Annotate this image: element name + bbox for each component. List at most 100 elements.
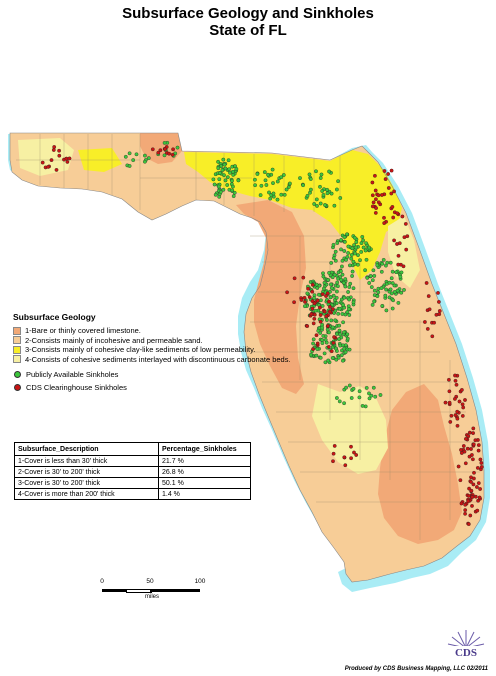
- sinkhole-point: [275, 179, 280, 184]
- sinkhole-point: [345, 336, 350, 341]
- sinkhole-point: [342, 455, 347, 460]
- sinkhole-point: [318, 355, 323, 360]
- sinkhole-point: [387, 280, 392, 285]
- table-header: Percentage_Sinkholes: [158, 442, 251, 456]
- sinkhole-point: [468, 513, 473, 518]
- sinkhole-point: [467, 486, 471, 491]
- legend-item-zone2: 2-Consists mainly of incohesive and perm…: [13, 336, 313, 346]
- sinkhole-point: [223, 166, 228, 171]
- sinkhole-point: [383, 293, 388, 298]
- sinkhole-point: [396, 253, 401, 258]
- sinkhole-point: [211, 177, 216, 182]
- sinkhole-point: [331, 459, 335, 464]
- sinkhole-point: [335, 289, 339, 294]
- sinkhole-point: [307, 172, 312, 177]
- sinkhole-point: [171, 147, 175, 152]
- sinkhole-point: [315, 347, 320, 351]
- sinkhole-point: [390, 281, 395, 285]
- sinkhole-point: [476, 498, 480, 503]
- sinkhole-point: [437, 300, 441, 304]
- sinkhole-point: [156, 150, 161, 155]
- sinkhole-point: [318, 184, 322, 189]
- sinkhole-point: [344, 385, 348, 390]
- sinkhole-point: [359, 241, 364, 245]
- sinkhole-point: [333, 249, 338, 254]
- sinkhole-point: [469, 447, 473, 451]
- legend-title: Subsurface Geology: [13, 312, 96, 322]
- table-cell: 3-Cover is 30' to 200' thick: [14, 477, 159, 489]
- sinkhole-point: [253, 177, 257, 182]
- sinkhole-point: [324, 294, 328, 298]
- table-cell: 50.1 %: [158, 477, 251, 489]
- sinkhole-point: [264, 183, 269, 187]
- sinkhole-point: [279, 192, 284, 197]
- sinkhole-point: [367, 396, 372, 401]
- sinkhole-point: [302, 295, 307, 300]
- sinkhole-point: [404, 247, 409, 252]
- sinkhole-point: [376, 200, 381, 205]
- sinkhole-point: [226, 158, 231, 163]
- sinkhole-point: [282, 192, 287, 197]
- sinkhole-point: [331, 307, 335, 311]
- sinkhole-point: [232, 190, 237, 195]
- sinkhole-point: [335, 187, 339, 192]
- sinkhole-point: [335, 241, 340, 245]
- sinkhole-point: [455, 423, 460, 428]
- sinkhole-point: [371, 268, 376, 273]
- sinkhole-point: [423, 320, 427, 324]
- sinkhole-point: [469, 480, 473, 484]
- sinkhole-point: [471, 431, 475, 435]
- sinkhole-point: [322, 309, 327, 314]
- sinkhole-point: [331, 341, 336, 345]
- sinkhole-point: [374, 206, 378, 210]
- sinkhole-point: [292, 276, 297, 281]
- sinkhole-point: [305, 291, 310, 296]
- sinkhole-point: [476, 481, 481, 485]
- sinkhole-point: [167, 151, 171, 156]
- legend-label: 1-Bare or thinly covered limestone.: [25, 326, 141, 336]
- scale-bar: 0 50 100 miles: [100, 578, 205, 608]
- table-cell: 21.7 %: [158, 455, 251, 467]
- scale-segment: [150, 589, 200, 592]
- sinkhole-point: [364, 241, 368, 246]
- sinkhole-point: [354, 453, 359, 457]
- sinkhole-point: [343, 312, 348, 317]
- sinkhole-point: [268, 196, 273, 201]
- scale-units: miles: [144, 594, 159, 600]
- sinkhole-point: [329, 261, 334, 265]
- legend-label: 4-Consists of cohesive sediments interla…: [25, 354, 291, 364]
- sinkhole-point: [225, 175, 230, 180]
- sinkhole-point: [430, 334, 435, 339]
- map-title: Subsurface Geology and Sinkholes: [122, 5, 374, 22]
- sinkhole-point: [353, 251, 357, 256]
- sinkhole-point: [356, 253, 360, 257]
- sinkhole-point: [386, 172, 390, 176]
- sinkhole-point: [318, 176, 323, 180]
- sinkhole-point: [400, 214, 405, 219]
- sinkhole-point: [314, 333, 319, 338]
- sinkhole-point: [463, 461, 468, 466]
- table-header: Subsurface_Description: [14, 442, 159, 456]
- sinkhole-point: [329, 191, 334, 196]
- sinkhole-point: [340, 272, 345, 277]
- sinkhole-point: [163, 147, 167, 152]
- sinkhole-point: [471, 457, 475, 462]
- sinkhole-point: [360, 404, 365, 408]
- sinkhole-point: [310, 306, 315, 311]
- sinkhole-point: [57, 148, 61, 153]
- red-dot-icon: [14, 383, 21, 391]
- sinkhole-point: [336, 179, 340, 184]
- sinkhole-point: [343, 284, 348, 289]
- sinkhole-point: [467, 430, 472, 435]
- sinkhole-point: [388, 287, 393, 292]
- sinkhole-point: [322, 351, 327, 356]
- sinkhole-point: [372, 288, 377, 293]
- sinkhole-point: [336, 276, 340, 281]
- sinkhole-point: [426, 294, 431, 298]
- sinkhole-point: [395, 242, 399, 246]
- sinkhole-point: [391, 298, 395, 303]
- sinkhole-point: [314, 353, 319, 358]
- sinkhole-point: [460, 388, 464, 392]
- sinkhole-point: [357, 395, 362, 400]
